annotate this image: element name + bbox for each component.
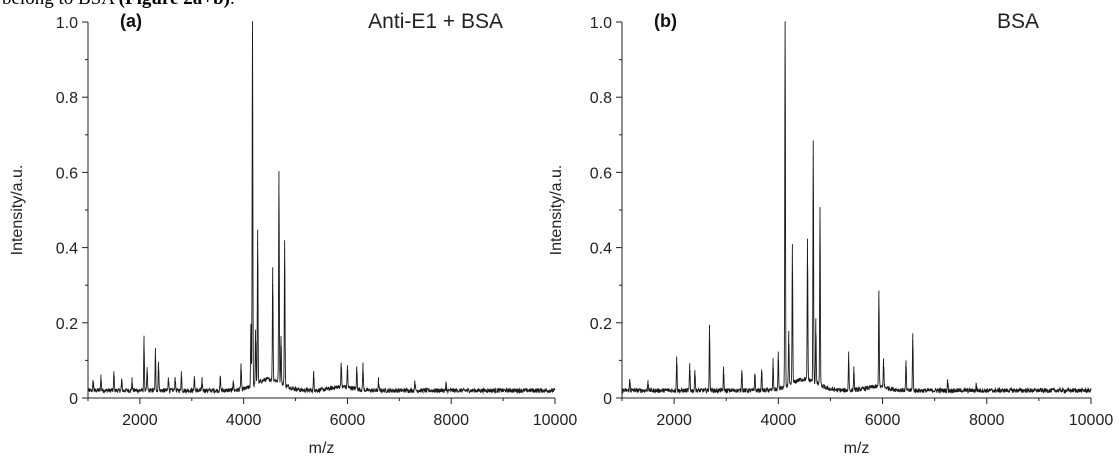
peak-point <box>251 21 254 23</box>
peak-point <box>278 186 280 189</box>
caption-lead: belong to BSA <box>2 0 119 9</box>
peak-point <box>812 156 814 158</box>
y-tick-label: 0.2 <box>56 316 78 333</box>
peak-point <box>131 386 133 388</box>
x-tick-label: 2000 <box>656 412 692 429</box>
caption-figure-ref: (Figure 2a+b) <box>119 0 230 9</box>
panel-title: Anti-E1 + BSA <box>368 10 503 33</box>
peak-point <box>167 382 170 384</box>
chart-panel-a: 0 0.2 0.4 0.6 0.8 1.0 2000 4000 6000 8000 10000 m/z… <box>9 10 577 457</box>
x-tick-label: 8000 <box>969 412 1005 429</box>
peak-point <box>143 344 145 346</box>
peak-point <box>772 367 774 369</box>
y-axis-title: Intensity/a.u. <box>9 165 26 256</box>
peak-point <box>629 386 631 388</box>
x-tick-label: 4000 <box>761 412 797 429</box>
peak-point <box>708 333 711 335</box>
peak-point <box>819 220 821 222</box>
y-tick-label: 0.8 <box>56 90 78 107</box>
peak-point <box>791 258 794 260</box>
x-tick-label: 4000 <box>226 412 262 429</box>
peak-point <box>741 374 743 377</box>
peak-point <box>882 367 885 369</box>
x-axis-title: m/z <box>309 440 335 457</box>
peak-point <box>689 371 691 373</box>
peak-point <box>201 386 203 388</box>
peak-point <box>193 382 195 384</box>
peak-point <box>647 386 649 388</box>
y-tick-label: 0.6 <box>56 165 78 182</box>
y-tick-label: 0 <box>69 391 78 408</box>
peak-point <box>257 243 259 245</box>
peak-point <box>761 374 763 377</box>
peak-point <box>180 378 182 380</box>
x-tick-label: 10000 <box>1069 412 1114 429</box>
peak-point <box>174 382 176 384</box>
peak-point <box>113 378 115 380</box>
peak-point <box>878 299 880 301</box>
peak-point <box>219 382 221 384</box>
peak-point <box>92 386 94 388</box>
spectrum-trace <box>87 21 556 395</box>
peak-point <box>121 386 123 388</box>
peak-point <box>340 371 342 373</box>
peak-point <box>848 359 850 361</box>
peak-point <box>754 378 756 380</box>
peak-point <box>356 374 358 377</box>
caption-text: belong to BSA (Figure 2a+b). <box>2 0 235 10</box>
peak-point <box>815 333 817 335</box>
peak-point <box>346 374 349 377</box>
peak-point <box>676 363 678 365</box>
peak-point <box>975 389 977 392</box>
x-tick-label: 6000 <box>865 412 901 429</box>
peak-point <box>947 386 949 388</box>
panel-label: (a) <box>120 11 142 31</box>
x-axis-title: m/z <box>844 440 870 457</box>
peak-point <box>154 356 157 358</box>
caption-tail: . <box>230 0 235 9</box>
peak-point <box>250 333 252 335</box>
peak-point <box>313 378 315 380</box>
peak-point <box>157 367 160 369</box>
peak-point <box>255 341 257 343</box>
y-tick-label: 0.6 <box>590 165 612 182</box>
peak-point <box>853 374 855 377</box>
chart-panel-b: 0 0.2 0.4 0.6 0.8 1.0 2000 4000 6000 8000 10000 m/z… <box>548 10 1113 457</box>
peak-point <box>445 389 447 392</box>
x-tick-label: 8000 <box>433 412 469 429</box>
x-tick-label: 10000 <box>533 412 578 429</box>
x-tick-label: 2000 <box>122 412 158 429</box>
peak-point <box>806 258 809 260</box>
peak-point <box>284 250 286 252</box>
peak-point <box>240 371 242 373</box>
peak-point <box>777 359 779 361</box>
panel-title: BSA <box>997 10 1039 33</box>
y-tick-label: 1.0 <box>590 15 612 32</box>
y-tick-label: 1.0 <box>56 15 78 32</box>
peak-point <box>100 382 102 384</box>
peak-point <box>694 374 696 377</box>
peak-point <box>414 386 416 388</box>
y-tick-label: 0.8 <box>590 90 612 107</box>
peak-point <box>146 374 148 377</box>
peak-point <box>280 348 282 350</box>
y-tick-label: 0 <box>603 391 612 408</box>
peak-point <box>905 367 907 369</box>
y-axis-title: Intensity/a.u. <box>548 165 565 256</box>
y-tick-label: 0.4 <box>590 241 612 258</box>
peak-point <box>784 21 786 23</box>
panel-label: (b) <box>654 11 677 31</box>
spectrum-trace <box>621 21 1092 395</box>
y-tick-label: 0.4 <box>56 241 78 258</box>
y-tick-label: 0.2 <box>590 316 612 333</box>
peak-point <box>723 374 725 377</box>
peak-point <box>272 284 274 286</box>
peak-point <box>912 341 914 343</box>
x-tick-label: 6000 <box>330 412 366 429</box>
peak-point <box>232 386 234 388</box>
peak-point <box>377 386 380 388</box>
peak-point <box>788 344 790 346</box>
peak-point <box>362 371 364 373</box>
